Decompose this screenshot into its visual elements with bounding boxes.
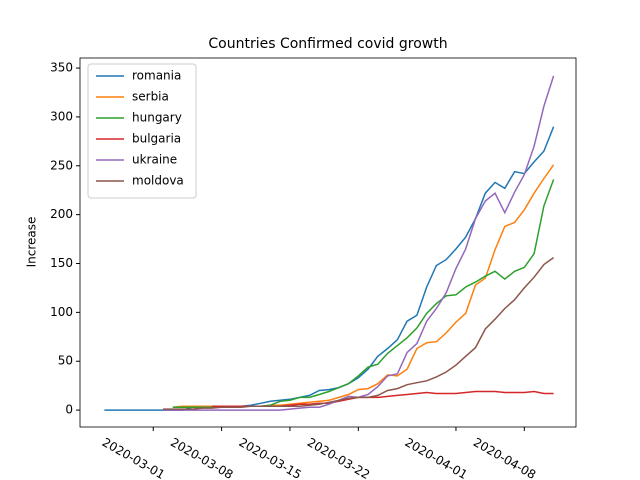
plot-frame	[79, 57, 577, 428]
y-tick-label: 100	[50, 305, 73, 319]
x-tick-label: 2020-04-01	[403, 435, 470, 480]
legend-label: bulgaria	[132, 132, 181, 146]
legend-label: ukraine	[132, 153, 177, 167]
legend-label: hungary	[132, 111, 182, 125]
y-axis-label: Increase	[25, 217, 39, 268]
x-tick-label: 2020-03-01	[100, 435, 167, 480]
x-tick-label: 2020-03-08	[168, 435, 235, 480]
y-tick-label: 0	[65, 403, 73, 417]
y-tick-label: 350	[50, 61, 73, 75]
y-tick-label: 50	[58, 354, 73, 368]
legend-label: moldova	[132, 174, 184, 188]
legend-label: serbia	[132, 90, 169, 104]
y-tick-label: 250	[50, 158, 73, 172]
y-tick-label: 200	[50, 207, 73, 221]
y-tick-label: 300	[50, 109, 73, 123]
x-tick-label: 2020-03-22	[305, 435, 372, 480]
legend: romania serbia hungary bulgaria ukraine moldo…	[87, 63, 197, 199]
series-line	[163, 256, 555, 410]
legend-label: romania	[132, 69, 181, 83]
y-tick-label: 150	[50, 256, 73, 270]
x-tick-label: 2020-04-08	[471, 435, 538, 480]
series-line	[163, 75, 555, 411]
x-tick-label: 2020-03-15	[237, 435, 304, 480]
chart-title: Countries Confirmed covid growth	[208, 36, 447, 52]
